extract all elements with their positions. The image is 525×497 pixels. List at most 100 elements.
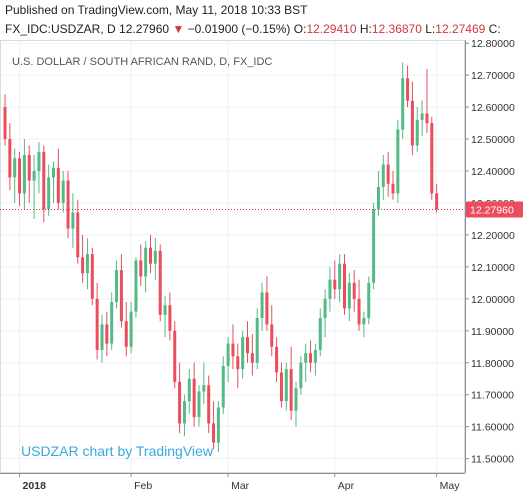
- candle: [216, 401, 220, 453]
- candle: [144, 241, 148, 293]
- published-line: Published on TradingView.com, May 11, 20…: [5, 3, 308, 17]
- candle-body: [221, 365, 225, 408]
- candle: [212, 401, 216, 450]
- candle: [182, 394, 186, 437]
- candle-body: [333, 279, 337, 290]
- candle: [396, 119, 400, 203]
- candle: [95, 282, 99, 360]
- candle-body: [328, 279, 332, 299]
- y-tick-label: 11.60000: [471, 422, 514, 434]
- candle: [18, 151, 22, 207]
- high-value: 12.36870: [371, 22, 422, 36]
- low-value: 12.27469: [435, 22, 486, 36]
- candle-body: [343, 263, 346, 309]
- candle: [61, 171, 65, 213]
- candle: [178, 362, 182, 434]
- candle-body: [13, 158, 17, 178]
- candle: [52, 161, 55, 203]
- candle: [124, 302, 128, 357]
- y-tick-label: 12.80000: [471, 38, 515, 50]
- candle: [32, 155, 36, 219]
- candle-body: [52, 167, 55, 178]
- candle-body: [260, 292, 264, 319]
- candle-body: [18, 158, 22, 194]
- candle-body: [8, 139, 12, 178]
- candle: [187, 369, 191, 414]
- candle-body: [406, 78, 410, 101]
- candle: [357, 279, 361, 331]
- candle-body: [420, 113, 424, 120]
- candle-body: [95, 298, 99, 350]
- candle: [168, 292, 172, 341]
- y-tick-label: 11.70000: [471, 390, 514, 402]
- candle-body: [299, 362, 303, 389]
- candle-body: [415, 119, 419, 146]
- candle-body: [313, 349, 317, 363]
- candle-body: [71, 212, 75, 229]
- candle: [401, 62, 405, 140]
- y-tick-label: 12.70000: [471, 70, 515, 82]
- y-tick-label: 12.00000: [471, 294, 515, 306]
- last-price-tag-bg: [466, 201, 523, 218]
- candle-body: [212, 423, 216, 443]
- candle-body: [192, 378, 196, 418]
- candle: [139, 244, 143, 287]
- y-axis-ticks: 11.50000 11.60000 11.70000 11.80000 11.90000…: [465, 38, 515, 466]
- candle: [323, 289, 327, 338]
- candle-body: [182, 401, 186, 424]
- candle-body: [391, 183, 395, 194]
- x-tick-label: 2018: [23, 480, 47, 492]
- candles: [3, 62, 439, 453]
- candle-body: [90, 254, 94, 299]
- candle-body: [246, 337, 249, 354]
- candle-body: [241, 337, 245, 370]
- candle: [231, 324, 235, 370]
- y-tick-label: 12.60000: [471, 102, 515, 114]
- candle: [391, 171, 395, 200]
- candle: [158, 244, 162, 322]
- candle: [425, 68, 429, 133]
- candle: [333, 260, 337, 299]
- candle-body: [352, 282, 356, 299]
- x-tick-label: Feb: [134, 480, 152, 492]
- candle-body: [207, 385, 211, 424]
- candle: [115, 260, 119, 309]
- candle: [362, 311, 366, 338]
- candle: [81, 234, 85, 283]
- x-axis-ticks: 2018 Feb Mar Apr May: [19, 473, 460, 492]
- candle-body: [386, 164, 390, 184]
- candle: [236, 343, 240, 389]
- last-price-tag-label: 12.27960: [470, 204, 514, 216]
- candle-body: [338, 263, 342, 290]
- candle-body: [47, 177, 51, 210]
- candle: [328, 266, 332, 312]
- candle: [149, 234, 152, 274]
- candle-body: [347, 282, 351, 309]
- candle-body: [294, 388, 298, 411]
- candle-body: [110, 302, 114, 344]
- candle-body: [115, 270, 119, 303]
- candle-body: [129, 311, 133, 347]
- candle: [260, 282, 264, 331]
- candle: [76, 199, 80, 264]
- candle-body: [323, 298, 327, 319]
- candle: [372, 202, 376, 290]
- candle: [27, 145, 31, 203]
- candle: [386, 151, 390, 197]
- candle: [197, 385, 201, 427]
- candle-body: [304, 353, 308, 363]
- candle-body: [430, 123, 434, 194]
- candle: [129, 302, 133, 354]
- candle: [304, 343, 308, 382]
- y-tick-label: 12.10000: [471, 262, 515, 274]
- candle-body: [42, 151, 46, 210]
- candle: [410, 81, 414, 156]
- candle-body: [284, 369, 288, 402]
- candle-body: [81, 257, 85, 274]
- candle: [71, 193, 75, 248]
- candle: [294, 381, 298, 427]
- candle: [42, 145, 46, 223]
- y-tick-label: 12.50000: [471, 134, 515, 146]
- candle-body: [139, 260, 143, 277]
